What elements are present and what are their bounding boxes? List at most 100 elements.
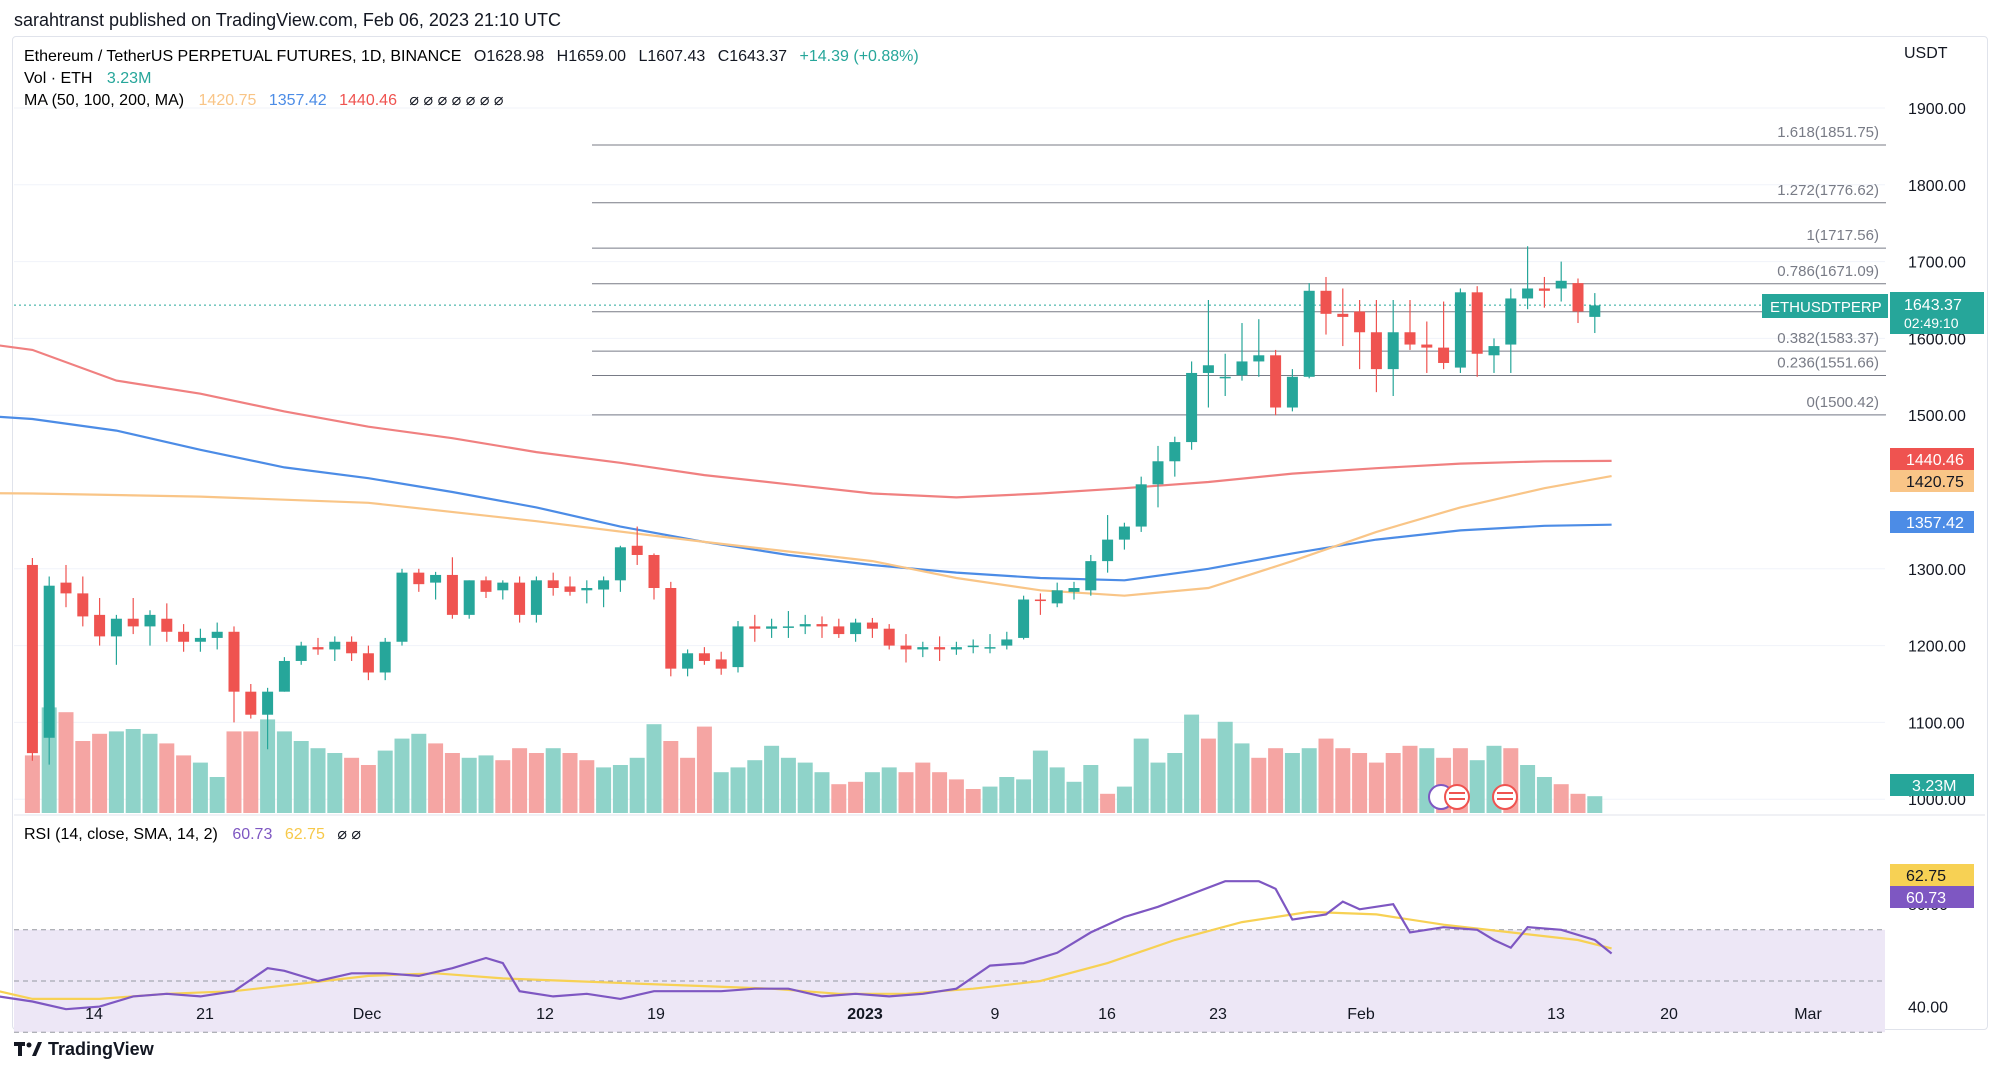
volume-bar: [327, 753, 343, 813]
volume-bar: [747, 760, 763, 813]
us-flag-stripe-icon: [1497, 798, 1513, 800]
volume-value: 3.23M: [107, 70, 151, 87]
candle-body: [564, 586, 576, 592]
last-price-tag: 1643.37: [1904, 297, 1962, 314]
volume-bar: [1268, 748, 1284, 813]
ma100-tag-bg: [1890, 511, 1974, 533]
candle-body: [917, 647, 929, 650]
time-tick-label: Mar: [1794, 1006, 1822, 1023]
brand-footer[interactable]: TradingView: [14, 1039, 154, 1060]
volume-bar: [528, 753, 544, 813]
us-flag-stripe-icon: [1449, 798, 1465, 800]
publish-line: sarahtranst published on TradingView.com…: [14, 10, 561, 30]
volume-bar: [663, 741, 679, 813]
time-tick-label: 13: [1547, 1006, 1565, 1023]
volume-bar: [1570, 793, 1586, 813]
candle-body: [1354, 311, 1366, 333]
volume-tag: 3.23M: [1912, 778, 1956, 795]
volume-bar: [780, 757, 796, 813]
candle-body: [1102, 539, 1114, 562]
volume-bar: [1284, 753, 1300, 813]
ma100-tag: 1357.42: [1906, 515, 1964, 532]
volume-bar: [999, 777, 1015, 813]
candle-body: [799, 624, 811, 627]
candle-body: [1202, 365, 1214, 373]
legend-row-1: Ethereum / TetherUS PERPETUAL FUTURES, 1…: [24, 48, 919, 65]
candle-body: [312, 647, 324, 650]
volume-bar: [1352, 753, 1368, 813]
volume-bar: [982, 786, 998, 813]
volume-bar: [1049, 767, 1065, 813]
candle-body: [698, 653, 710, 661]
volume-label: Vol · ETH: [24, 70, 92, 87]
event-icons[interactable]: [1428, 784, 1518, 810]
candle-body: [682, 653, 694, 669]
volume-bar: [360, 765, 376, 813]
price-tags: ETHUSDTPERP 1643.37 02:49:10 1440.46 142…: [1762, 292, 1984, 908]
time-tick-label: 19: [647, 1006, 665, 1023]
candle-body: [463, 580, 475, 615]
rsi-hidden-marks: ⌀ ⌀: [337, 826, 361, 843]
volume-bar: [629, 757, 645, 813]
candle-body: [614, 547, 626, 581]
candle-body: [749, 626, 761, 629]
volume-bar: [260, 719, 276, 813]
volume-bar: [797, 762, 813, 813]
volume-bar: [730, 767, 746, 813]
rsi-ma-tag: 62.75: [1906, 868, 1946, 885]
volume-bar: [142, 733, 158, 813]
volume-bar: [1251, 757, 1267, 813]
candle-body: [60, 582, 72, 594]
volume-bar: [1083, 765, 1099, 813]
candle-body: [1337, 313, 1349, 317]
symbol-tag: ETHUSDTPERP: [1770, 299, 1882, 316]
volume-bar: [92, 733, 108, 813]
ma100-line: [0, 415, 1612, 582]
candle-body: [1589, 305, 1601, 317]
candle-body: [1085, 561, 1097, 591]
last-price-tag-bg: [1890, 292, 1984, 334]
candle-body: [1253, 355, 1265, 362]
candle-body: [43, 585, 55, 738]
candle-body: [581, 588, 593, 591]
volume-bar: [1335, 748, 1351, 813]
candle-body: [1169, 442, 1181, 462]
candle-body: [866, 622, 878, 629]
axes: 1900.00 1800.00 1700.00 1600.00 1500.00 1300.…: [85, 101, 1966, 1023]
candle-body: [1438, 347, 1450, 363]
candle-body: [547, 580, 559, 588]
volume-bar: [1234, 743, 1250, 813]
volume-bar: [75, 741, 91, 813]
volume-bar: [1016, 779, 1032, 813]
candle-body: [1034, 599, 1046, 602]
legend-row-3: MA (50, 100, 200, MA) 1420.75 1357.42 14…: [24, 92, 504, 109]
candle-body: [430, 574, 442, 583]
volume-bar: [1184, 714, 1200, 813]
volume-bar: [226, 731, 242, 813]
rsi-ma-tag-bg: [1890, 864, 1974, 886]
rsi-tag-bg: [1890, 886, 1974, 908]
volume-bar: [1368, 762, 1384, 813]
volume-bar: [1200, 738, 1216, 813]
volume-bar: [680, 757, 696, 813]
legend-row-2: Vol · ETH 3.23M: [24, 70, 151, 87]
volume-bar: [192, 762, 208, 813]
candle-body: [665, 588, 677, 669]
candle-body: [648, 554, 660, 588]
time-tick-label: 21: [196, 1006, 214, 1023]
time-tick-label: Dec: [353, 1006, 381, 1023]
volume-bar: [24, 755, 40, 813]
candle-body: [514, 582, 526, 615]
volume-bar: [159, 743, 175, 813]
volume-bar: [831, 784, 847, 813]
candle-body: [1001, 639, 1013, 646]
ma50-line: [0, 475, 1612, 597]
candle-body: [833, 626, 845, 635]
candle-body: [1118, 526, 1130, 540]
candle-body: [530, 580, 542, 615]
volume-bar: [1301, 748, 1317, 813]
countdown-tag: 02:49:10: [1904, 315, 1959, 331]
us-flag-icon: [1444, 784, 1470, 810]
candle-body: [413, 572, 425, 585]
